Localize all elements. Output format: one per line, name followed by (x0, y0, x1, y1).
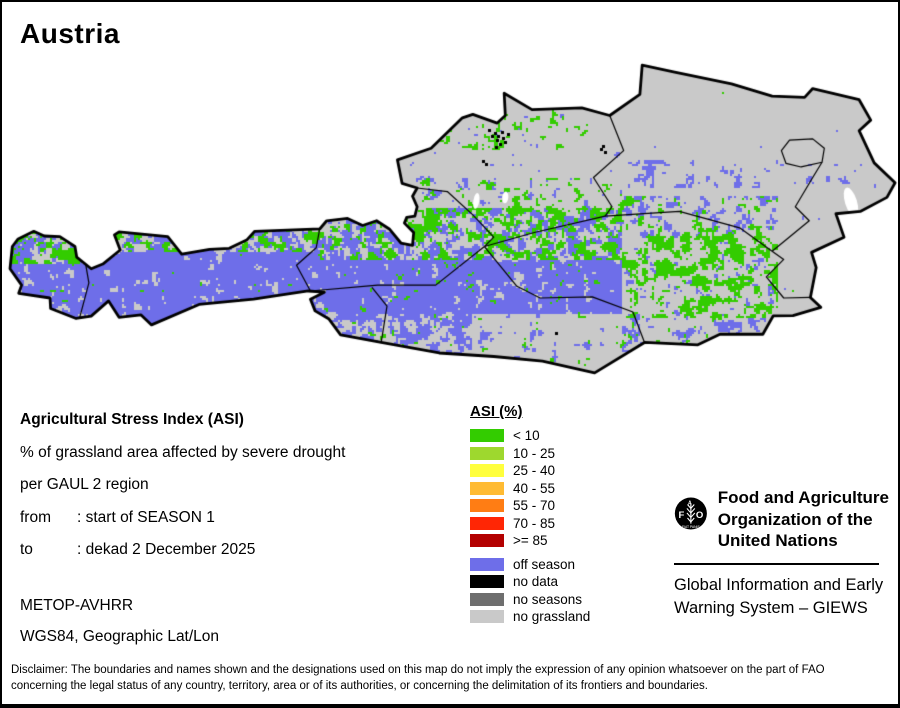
fao-logo-icon: F A O FIAT PANIS (674, 497, 707, 530)
source-block: METOP-AVHRR WGS84, Geographic Lat/Lon (20, 591, 219, 652)
fao-logo-letter-o: O (696, 510, 704, 521)
fao-branding: F A O FIAT PANIS Food and Agriculture Or… (674, 485, 889, 620)
legend-title: ASI (%) (470, 403, 523, 420)
legend: ASI (%) < 10 10 - 25 25 - 40 40 - 55 55 - 70… (470, 403, 590, 626)
legend-swatch (470, 446, 504, 460)
legend-row: 25 - 40 (470, 462, 590, 480)
legend-swatch (470, 534, 504, 548)
map-subtitle: Agricultural Stress Index (ASI) (20, 411, 244, 428)
map-desc-line-2: per GAUL 2 region (20, 476, 149, 493)
fao-logo-letter-f: F (678, 510, 684, 521)
fao-divider (674, 562, 879, 565)
legend-extra-classes: off season no data no seasons no grassland (470, 556, 590, 626)
page-title: Austria (20, 18, 120, 49)
legend-row: 10 - 25 (470, 445, 590, 463)
fao-logo-motto: FIAT PANIS (682, 525, 700, 529)
legend-label: no data (513, 574, 559, 590)
giews-label: Global Information and Early Warning Sys… (674, 576, 884, 617)
legend-swatch (470, 516, 504, 530)
period-to-label: to (20, 541, 33, 558)
legend-label: 25 - 40 (513, 463, 556, 479)
legend-label: no grassland (513, 609, 591, 625)
fao-name-line-3: United Nations (717, 531, 838, 550)
legend-row: no data (470, 573, 590, 591)
legend-label: < 10 (513, 428, 540, 444)
period-to-value: : dekad 2 December 2025 (77, 541, 256, 558)
fao-logo-letter-a: A (688, 501, 692, 507)
legend-swatch (470, 610, 504, 624)
legend-asi-classes: < 10 10 - 25 25 - 40 40 - 55 55 - 70 70 - 85 >… (470, 427, 590, 550)
austria-asi-raster-map (2, 2, 898, 402)
legend-swatch (470, 592, 504, 606)
legend-row: 40 - 55 (470, 480, 590, 498)
fao-name-line-1: Food and Agriculture (717, 488, 889, 507)
fao-logo-row: F A O FIAT PANIS Food and Agriculture Or… (674, 485, 889, 552)
legend-swatch (470, 575, 504, 589)
legend-label: off season (513, 556, 576, 572)
legend-row: >= 85 (470, 532, 590, 550)
legend-row: off season (470, 556, 590, 574)
period-from-row: from : start of SEASON 1 (20, 502, 345, 535)
legend-row: 55 - 70 (470, 497, 590, 515)
legend-label: 55 - 70 (513, 498, 556, 514)
legend-swatch (470, 499, 504, 513)
projection-name: WGS84, Geographic Lat/Lon (20, 627, 220, 645)
legend-swatch (470, 429, 504, 443)
legend-label: 10 - 25 (513, 445, 556, 461)
legend-row: no grassland (470, 608, 590, 626)
legend-label: >= 85 (513, 533, 548, 549)
sensor-name: METOP-AVHRR (20, 597, 134, 614)
legend-label: no seasons (513, 591, 583, 607)
map-description-block: Agricultural Stress Index (ASI) % of gra… (20, 404, 345, 567)
legend-label: 70 - 85 (513, 515, 556, 531)
legend-label: 40 - 55 (513, 480, 556, 496)
disclaimer-line-2: concerning the legal status of any count… (11, 679, 708, 692)
legend-row: no seasons (470, 591, 590, 609)
legend-swatch (470, 557, 504, 571)
period-from-value: : start of SEASON 1 (77, 508, 215, 526)
period-to-row: to : dekad 2 December 2025 (20, 534, 345, 567)
map-desc-line-1: % of grassland area affected by severe d… (20, 443, 346, 461)
legend-swatch (470, 481, 504, 495)
period-from-label: from (20, 508, 51, 526)
legend-row: < 10 (470, 427, 590, 445)
fao-name-line-2: Organization of the (717, 509, 873, 529)
fao-name: Food and Agriculture Organization of the… (718, 485, 889, 552)
disclaimer-line-1: Disclaimer: The boundaries and names sho… (11, 664, 825, 676)
legend-swatch (470, 464, 504, 478)
legend-row: 70 - 85 (470, 515, 590, 533)
disclaimer: Disclaimer: The boundaries and names sho… (11, 663, 898, 694)
